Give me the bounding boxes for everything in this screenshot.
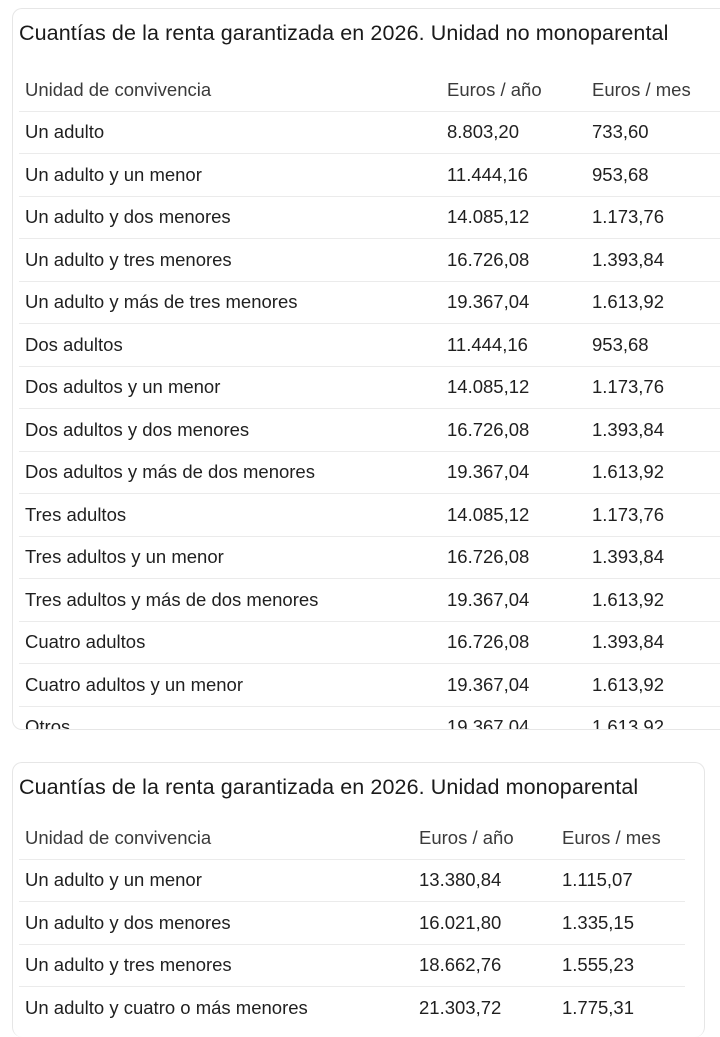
- cell-unidad: Un adulto y un menor: [19, 859, 413, 902]
- cell-euros-mes: 1.173,76: [586, 196, 720, 239]
- amounts-table-no-monoparental: Unidad de convivencia Euros / año Euros …: [19, 69, 720, 730]
- cell-euros-ano: 13.380,84: [413, 859, 556, 902]
- cell-unidad: Un adulto y dos menores: [19, 196, 441, 239]
- cell-euros-ano: 11.444,16: [441, 153, 586, 197]
- cell-unidad: Tres adultos y un menor: [19, 536, 441, 579]
- table-row: Dos adultos 11.444,16 953,68: [19, 323, 720, 367]
- cell-unidad: Un adulto y más de tres menores: [19, 281, 441, 324]
- cell-euros-ano: 16.021,80: [413, 901, 556, 945]
- cell-euros-ano: 14.085,12: [441, 196, 586, 239]
- cell-euros-mes: 1.613,92: [586, 451, 720, 494]
- cell-euros-mes: 953,68: [586, 323, 720, 367]
- table-row: Un adulto y un menor 13.380,84 1.115,07: [19, 859, 685, 902]
- header-euros-mes: Euros / mes: [586, 69, 720, 112]
- table-row: Cuatro adultos 16.726,08 1.393,84: [19, 621, 720, 664]
- cell-unidad: Dos adultos y un menor: [19, 366, 441, 409]
- cell-euros-mes: 1.393,84: [586, 408, 720, 452]
- table-row: Otros 19.367,04 1.613,92: [19, 706, 720, 730]
- cell-euros-mes: 1.173,76: [586, 366, 720, 409]
- cell-euros-mes: 1.555,23: [556, 944, 685, 987]
- table-row: Dos adultos y dos menores 16.726,08 1.393,…: [19, 408, 720, 452]
- table-row: Un adulto y dos menores 16.021,80 1.335,15: [19, 901, 685, 945]
- cell-euros-ano: 8.803,20: [441, 111, 586, 154]
- table-card-no-monoparental: Cuantías de la renta garantizada en 2026…: [12, 8, 720, 730]
- cell-euros-ano: 16.726,08: [441, 238, 586, 282]
- cell-euros-ano: 19.367,04: [441, 281, 586, 324]
- cell-unidad: Dos adultos y más de dos menores: [19, 451, 441, 494]
- cell-euros-ano: 19.367,04: [441, 451, 586, 494]
- table-row: Dos adultos y un menor 14.085,12 1.173,76: [19, 366, 720, 409]
- cell-euros-mes: 953,68: [586, 153, 720, 197]
- cell-euros-mes: 1.613,92: [586, 663, 720, 707]
- table-title: Cuantías de la renta garantizada en 2026…: [19, 21, 669, 45]
- cell-unidad: Un adulto y tres menores: [19, 238, 441, 282]
- cell-euros-mes: 1.613,92: [586, 578, 720, 622]
- cell-euros-ano: 16.726,08: [441, 536, 586, 579]
- cell-euros-ano: 19.367,04: [441, 578, 586, 622]
- cell-unidad: Otros: [25, 716, 71, 730]
- table-row: Cuatro adultos y un menor 19.367,04 1.613,…: [19, 663, 720, 707]
- cell-euros-mes: 1.393,84: [586, 238, 720, 282]
- table-row: Un adulto y dos menores 14.085,12 1.173,76: [19, 196, 720, 239]
- cell-euros-ano: 21.303,72: [419, 996, 502, 1018]
- cell-euros-mes: 1.393,84: [586, 621, 720, 664]
- table-header-row: Unidad de convivencia Euros / año Euros …: [19, 69, 720, 112]
- cell-euros-ano: 19.367,04: [441, 663, 586, 707]
- cell-euros-mes: 1.613,92: [592, 716, 665, 730]
- table-row: Un adulto y cuatro o más menores 21.303,7…: [19, 987, 685, 1029]
- header-unidad: Unidad de convivencia: [19, 69, 441, 112]
- cell-euros-mes: 1.393,84: [586, 536, 720, 579]
- cell-euros-ano: 14.085,12: [441, 366, 586, 409]
- cell-unidad: Dos adultos y dos menores: [19, 408, 441, 452]
- table-row: Tres adultos y más de dos menores 19.367,…: [19, 578, 720, 622]
- cell-unidad: Un adulto y un menor: [19, 153, 441, 197]
- cell-euros-mes: 1.115,07: [556, 859, 685, 902]
- table-row: Un adulto y más de tres menores 19.367,04…: [19, 281, 720, 324]
- cell-euros-ano: 16.726,08: [441, 408, 586, 452]
- cell-euros-mes: 1.335,15: [556, 901, 685, 945]
- cell-euros-mes: 1.173,76: [586, 493, 720, 537]
- cell-unidad: Un adulto y tres menores: [19, 944, 413, 987]
- cell-unidad: Tres adultos: [19, 493, 441, 537]
- cell-unidad: Tres adultos y más de dos menores: [19, 578, 441, 622]
- cell-unidad: Cuatro adultos: [19, 621, 441, 664]
- table-title: Cuantías de la renta garantizada en 2026…: [19, 775, 639, 799]
- table-header-row: Unidad de convivencia Euros / año Euros …: [19, 817, 685, 860]
- cell-unidad: Un adulto y dos menores: [19, 901, 413, 945]
- table-row: Tres adultos 14.085,12 1.173,76: [19, 493, 720, 537]
- cell-euros-ano: 16.726,08: [441, 621, 586, 664]
- cell-unidad: Un adulto: [19, 111, 441, 154]
- header-euros-mes: Euros / mes: [556, 817, 685, 860]
- cell-unidad: Dos adultos: [19, 323, 441, 367]
- cell-unidad: Un adulto y cuatro o más menores: [25, 996, 308, 1018]
- table-row: Un adulto y tres menores 18.662,76 1.555,2…: [19, 944, 685, 987]
- cell-euros-ano: 14.085,12: [441, 493, 586, 537]
- table-card-monoparental: Cuantías de la renta garantizada en 2026…: [12, 762, 705, 1037]
- cell-euros-ano: 19.367,04: [447, 716, 530, 730]
- table-row: Un adulto 8.803,20 733,60: [19, 111, 720, 154]
- cell-euros-mes: 1.775,31: [562, 996, 635, 1018]
- cell-unidad: Cuatro adultos y un menor: [19, 663, 441, 707]
- cell-euros-ano: 18.662,76: [413, 944, 556, 987]
- table-row: Un adulto y tres menores 16.726,08 1.393,8…: [19, 238, 720, 282]
- header-euros-ano: Euros / año: [441, 69, 586, 112]
- cell-euros-mes: 733,60: [586, 111, 720, 154]
- header-euros-ano: Euros / año: [413, 817, 556, 860]
- header-unidad: Unidad de convivencia: [19, 817, 413, 860]
- table-row: Dos adultos y más de dos menores 19.367,0…: [19, 451, 720, 494]
- table-row: Un adulto y un menor 11.444,16 953,68: [19, 153, 720, 197]
- table-row: Tres adultos y un menor 16.726,08 1.393,84: [19, 536, 720, 579]
- cell-euros-ano: 11.444,16: [441, 323, 586, 367]
- amounts-table-monoparental: Unidad de convivencia Euros / año Euros …: [19, 817, 685, 1029]
- cell-euros-mes: 1.613,92: [586, 281, 720, 324]
